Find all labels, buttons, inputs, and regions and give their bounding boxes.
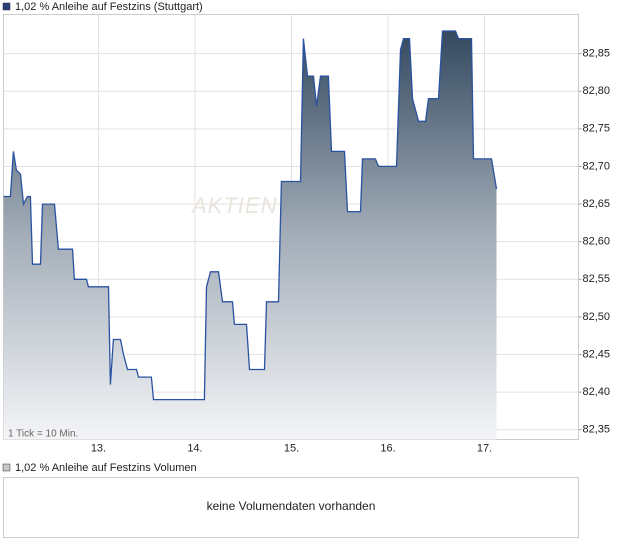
x-tick-label: 15. [284,442,299,454]
y-tick-label: 82,35 [583,424,611,436]
legend-label: 1,02 % Anleihe auf Festzins (Stuttgart) [15,1,203,13]
volume-message: keine Volumendaten vorhanden [207,499,376,513]
note: 1 Tick = 10 Min. [8,429,78,440]
volume-frame [3,477,579,538]
legend-swatch [2,2,11,11]
y-tick-label: 82,50 [583,311,611,323]
legend-swatch [2,463,11,472]
y-tick-label: 82,60 [583,236,611,248]
y-tick-label: 82,80 [583,85,611,97]
x-tick-label: 14. [187,442,202,454]
volume-title: 1,02 % Anleihe auf Festzins Volumen [15,462,197,474]
y-tick-label: 82,70 [583,160,611,172]
y-tick-label: 82,65 [583,198,611,210]
area [3,31,497,440]
watermark: AKTIEN [190,193,277,218]
y-tick-label: 82,75 [583,123,611,135]
y-tick-label: 82,45 [583,348,611,360]
y-tick-label: 82,55 [583,273,611,285]
line [3,30,498,401]
x-tick-label: 13. [91,442,106,454]
y-tick-label: 82,40 [583,386,611,398]
x-tick-label: 17. [477,442,492,454]
y-tick-label: 82,85 [583,48,611,60]
x-tick-label: 16. [380,442,395,454]
